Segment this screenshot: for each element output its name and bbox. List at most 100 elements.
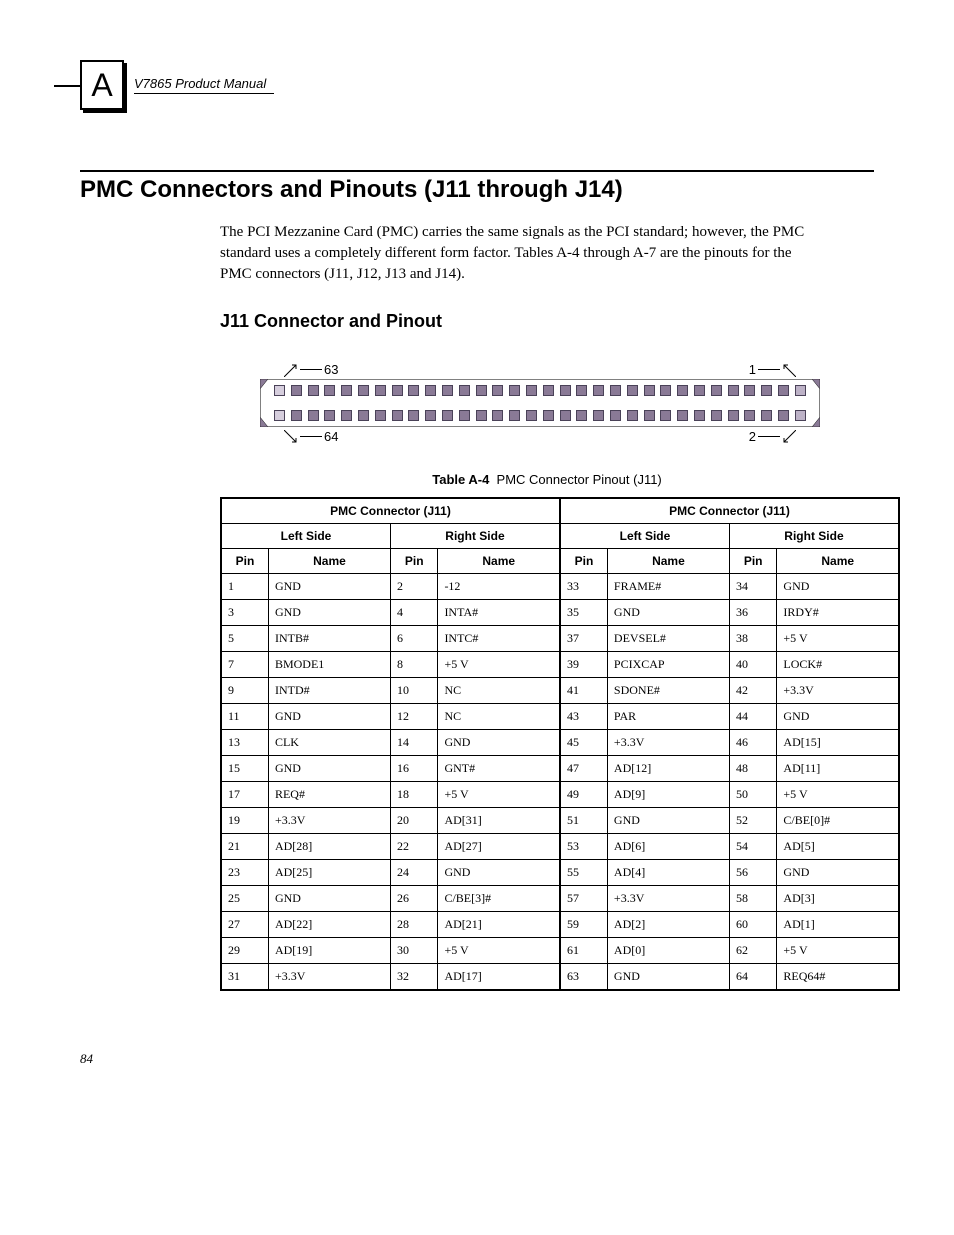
cell-pin: 35 (560, 600, 607, 626)
cell-pin: 27 (221, 912, 268, 938)
cell-name: C/BE[3]# (438, 886, 560, 912)
pin-label-text: 63 (324, 362, 338, 377)
cell-pin: 52 (729, 808, 776, 834)
connector-pin (593, 410, 604, 421)
group-header-left: PMC Connector (J11) (221, 498, 560, 524)
connector-pin (761, 410, 772, 421)
cell-name: AD[15] (777, 730, 899, 756)
connector-pin (778, 410, 789, 421)
cell-name: INTC# (438, 626, 560, 652)
cell-pin: 25 (221, 886, 268, 912)
connector-pin (341, 410, 352, 421)
side-header: Right Side (729, 524, 899, 549)
cell-name: GND (607, 808, 729, 834)
pin-label-64: 64 (284, 429, 338, 444)
table-caption-prefix: Table A-4 (432, 472, 489, 487)
connector-pin (627, 385, 638, 396)
cell-pin: 64 (729, 964, 776, 991)
cell-name: +5 V (777, 938, 899, 964)
cell-pin: 44 (729, 704, 776, 730)
cell-pin: 26 (390, 886, 437, 912)
connector-pin (644, 385, 655, 396)
appendix-badge: A (80, 60, 124, 110)
cell-pin: 37 (560, 626, 607, 652)
connector-pin (744, 385, 755, 396)
cell-pin: 43 (560, 704, 607, 730)
connector-pin (660, 385, 671, 396)
connector-pin (492, 410, 503, 421)
cell-name: +5 V (438, 782, 560, 808)
connector-pin (291, 410, 302, 421)
connector-pin (711, 385, 722, 396)
table-row: 5INTB#6INTC#37DEVSEL#38+5 V (221, 626, 899, 652)
cell-name: AD[21] (438, 912, 560, 938)
cell-name: GND (268, 886, 390, 912)
pin-rows (274, 385, 806, 421)
cell-name: AD[2] (607, 912, 729, 938)
cell-name: INTA# (438, 600, 560, 626)
cell-name: INTD# (268, 678, 390, 704)
cell-pin: 51 (560, 808, 607, 834)
table-row: 15GND16GNT#47AD[12]48AD[11] (221, 756, 899, 782)
table-caption-text: PMC Connector Pinout (J11) (497, 472, 662, 487)
connector-pin (476, 385, 487, 396)
cell-name: +5 V (777, 782, 899, 808)
cell-pin: 55 (560, 860, 607, 886)
cell-pin: 58 (729, 886, 776, 912)
cell-name: AD[4] (607, 860, 729, 886)
cell-pin: 42 (729, 678, 776, 704)
cell-name: AD[5] (777, 834, 899, 860)
connector-pin (375, 410, 386, 421)
table-row: 31+3.3V32AD[17]63GND64REQ64# (221, 964, 899, 991)
connector-pin (375, 385, 386, 396)
table-row: 7BMODE18+5 V39PCIXCAP40LOCK# (221, 652, 899, 678)
connector-pin (610, 385, 621, 396)
cell-pin: 62 (729, 938, 776, 964)
connector-pin (459, 410, 470, 421)
connector-pin (492, 385, 503, 396)
side-header: Left Side (221, 524, 390, 549)
connector-pin (795, 385, 806, 396)
cell-name: +5 V (438, 938, 560, 964)
connector-pin (291, 385, 302, 396)
cell-name: AD[1] (777, 912, 899, 938)
cell-pin: 57 (560, 886, 607, 912)
cell-pin: 13 (221, 730, 268, 756)
subheading: J11 Connector and Pinout (220, 311, 874, 332)
cell-name: +3.3V (777, 678, 899, 704)
cell-name: AD[12] (607, 756, 729, 782)
cell-pin: 49 (560, 782, 607, 808)
cell-name: AD[28] (268, 834, 390, 860)
table-row: 23AD[25]24GND55AD[4]56GND (221, 860, 899, 886)
table-body: 1GND2-1233FRAME#34GND3GND4INTA#35GND36IR… (221, 574, 899, 991)
section-rule (80, 170, 874, 172)
cell-pin: 32 (390, 964, 437, 991)
leader-arrow-icon (284, 363, 298, 377)
col-header-name: Name (438, 549, 560, 574)
connector-pin (795, 410, 806, 421)
connector-pin (476, 410, 487, 421)
cell-name: GND (777, 704, 899, 730)
cell-name: AD[27] (438, 834, 560, 860)
connector-pin (543, 385, 554, 396)
cell-pin: 24 (390, 860, 437, 886)
cell-name: AD[0] (607, 938, 729, 964)
table-row: 13CLK14GND45+3.3V46AD[15] (221, 730, 899, 756)
cell-name: +3.3V (268, 808, 390, 834)
pin-label-text: 2 (749, 429, 756, 444)
cell-pin: 20 (390, 808, 437, 834)
cell-name: GND (438, 860, 560, 886)
connector-pin (543, 410, 554, 421)
cell-name: AD[22] (268, 912, 390, 938)
table-row: 25GND26C/BE[3]#57+3.3V58AD[3] (221, 886, 899, 912)
cell-name: FRAME# (607, 574, 729, 600)
connector-pin (408, 385, 419, 396)
page: A V7865 Product Manual PMC Connectors an… (0, 0, 954, 1107)
leader-arrow-icon (284, 430, 298, 444)
cell-name: REQ# (268, 782, 390, 808)
connector-pin (425, 385, 436, 396)
col-header-pin: Pin (560, 549, 607, 574)
cell-pin: 14 (390, 730, 437, 756)
appendix-letter: A (91, 67, 112, 104)
side-header: Left Side (560, 524, 729, 549)
